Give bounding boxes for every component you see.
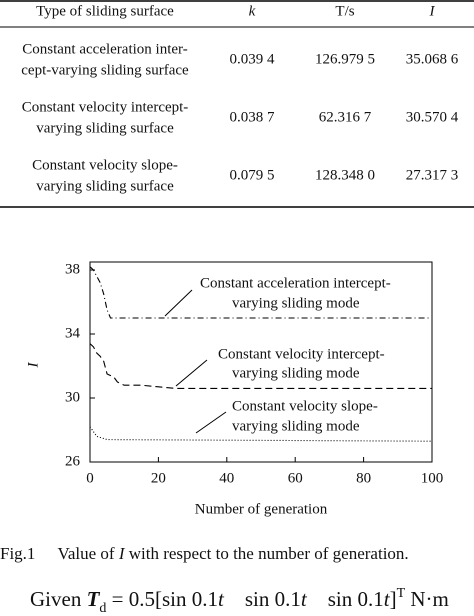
table-cell: 0.039 4	[230, 51, 276, 67]
y-tick-label: 38	[65, 261, 80, 277]
formula-part: t	[218, 587, 225, 611]
x-tick-label: 60	[288, 470, 303, 486]
formula-part: sin 0.1	[224, 587, 301, 611]
formula-part: t	[301, 587, 308, 611]
formula-part: N·m	[405, 587, 449, 611]
table-header-cell: k	[249, 3, 256, 19]
y-tick-label: 30	[65, 389, 80, 405]
plot-frame	[89, 261, 433, 463]
y-axis-label: I	[25, 362, 41, 369]
formula: Given Td = 0.5[sin 0.1t sin 0.1t sin 0.1…	[30, 586, 449, 616]
y-tick-label: 26	[65, 453, 81, 469]
row-label: varying sliding surface	[36, 178, 174, 194]
series-line	[89, 343, 432, 389]
annotation: Constant acceleration intercept-	[200, 275, 391, 291]
series-line	[89, 426, 433, 442]
annotation: varying sliding mode	[232, 295, 360, 311]
table-cell: 0.079 5	[230, 167, 275, 183]
row-label: Constant velocity intercept-	[22, 99, 189, 115]
x-axis-label: Number of generation	[195, 501, 328, 517]
x-tick-label: 40	[219, 470, 234, 486]
annotation: Constant velocity slope-	[232, 398, 378, 414]
caption: Fig.1 Value of I with respect to the numb…	[0, 544, 409, 563]
annotation-leader	[175, 359, 208, 387]
caption-part: with respect to the number of generation…	[124, 544, 408, 563]
annotation-leader	[195, 411, 227, 434]
row-label: varying sliding surface	[36, 120, 174, 136]
row-label: Constant acceleration inter-	[22, 41, 187, 57]
table-header-cell: I	[429, 3, 436, 19]
x-tick-label: 20	[151, 470, 166, 486]
caption-part: I	[118, 544, 126, 563]
formula-part: T	[397, 586, 406, 601]
y-tick-label: 34	[65, 325, 81, 341]
x-tick-label: 80	[356, 470, 371, 486]
formula-part: ]	[390, 587, 397, 611]
table-cell: 27.317 3	[406, 167, 459, 183]
row-label: cept-varying sliding surface	[21, 62, 189, 78]
formula-part: t	[384, 587, 391, 611]
caption-part: Value of	[57, 544, 118, 563]
table-cell: 126.979 5	[315, 51, 375, 67]
annotation: varying sliding mode	[232, 365, 360, 381]
formula-part: Given	[30, 587, 87, 611]
formula-part: d	[99, 601, 106, 616]
x-tick-label: 100	[421, 470, 444, 486]
formula-part: = 0.5[sin 0.1	[106, 587, 218, 611]
formula-part: T	[87, 587, 101, 611]
series-line	[89, 266, 432, 319]
table-header-cell: Type of sliding surface	[36, 3, 174, 19]
annotation: varying sliding mode	[232, 418, 360, 434]
table-cell: 128.348 0	[315, 167, 375, 183]
table-cell: 62.316 7	[319, 109, 372, 125]
table-cell: 0.038 7	[230, 109, 276, 125]
annotation-leader	[164, 289, 193, 317]
row-label: Constant velocity slope-	[32, 157, 178, 173]
table-header-cell: T/s	[335, 3, 354, 19]
formula-part: sin 0.1	[307, 587, 384, 611]
x-tick-label: 0	[86, 470, 94, 486]
caption-part: Fig.1	[0, 544, 35, 563]
table-cell: 35.068 6	[406, 51, 459, 67]
annotation: Constant velocity intercept-	[218, 346, 385, 362]
table-cell: 30.570 4	[406, 109, 459, 125]
